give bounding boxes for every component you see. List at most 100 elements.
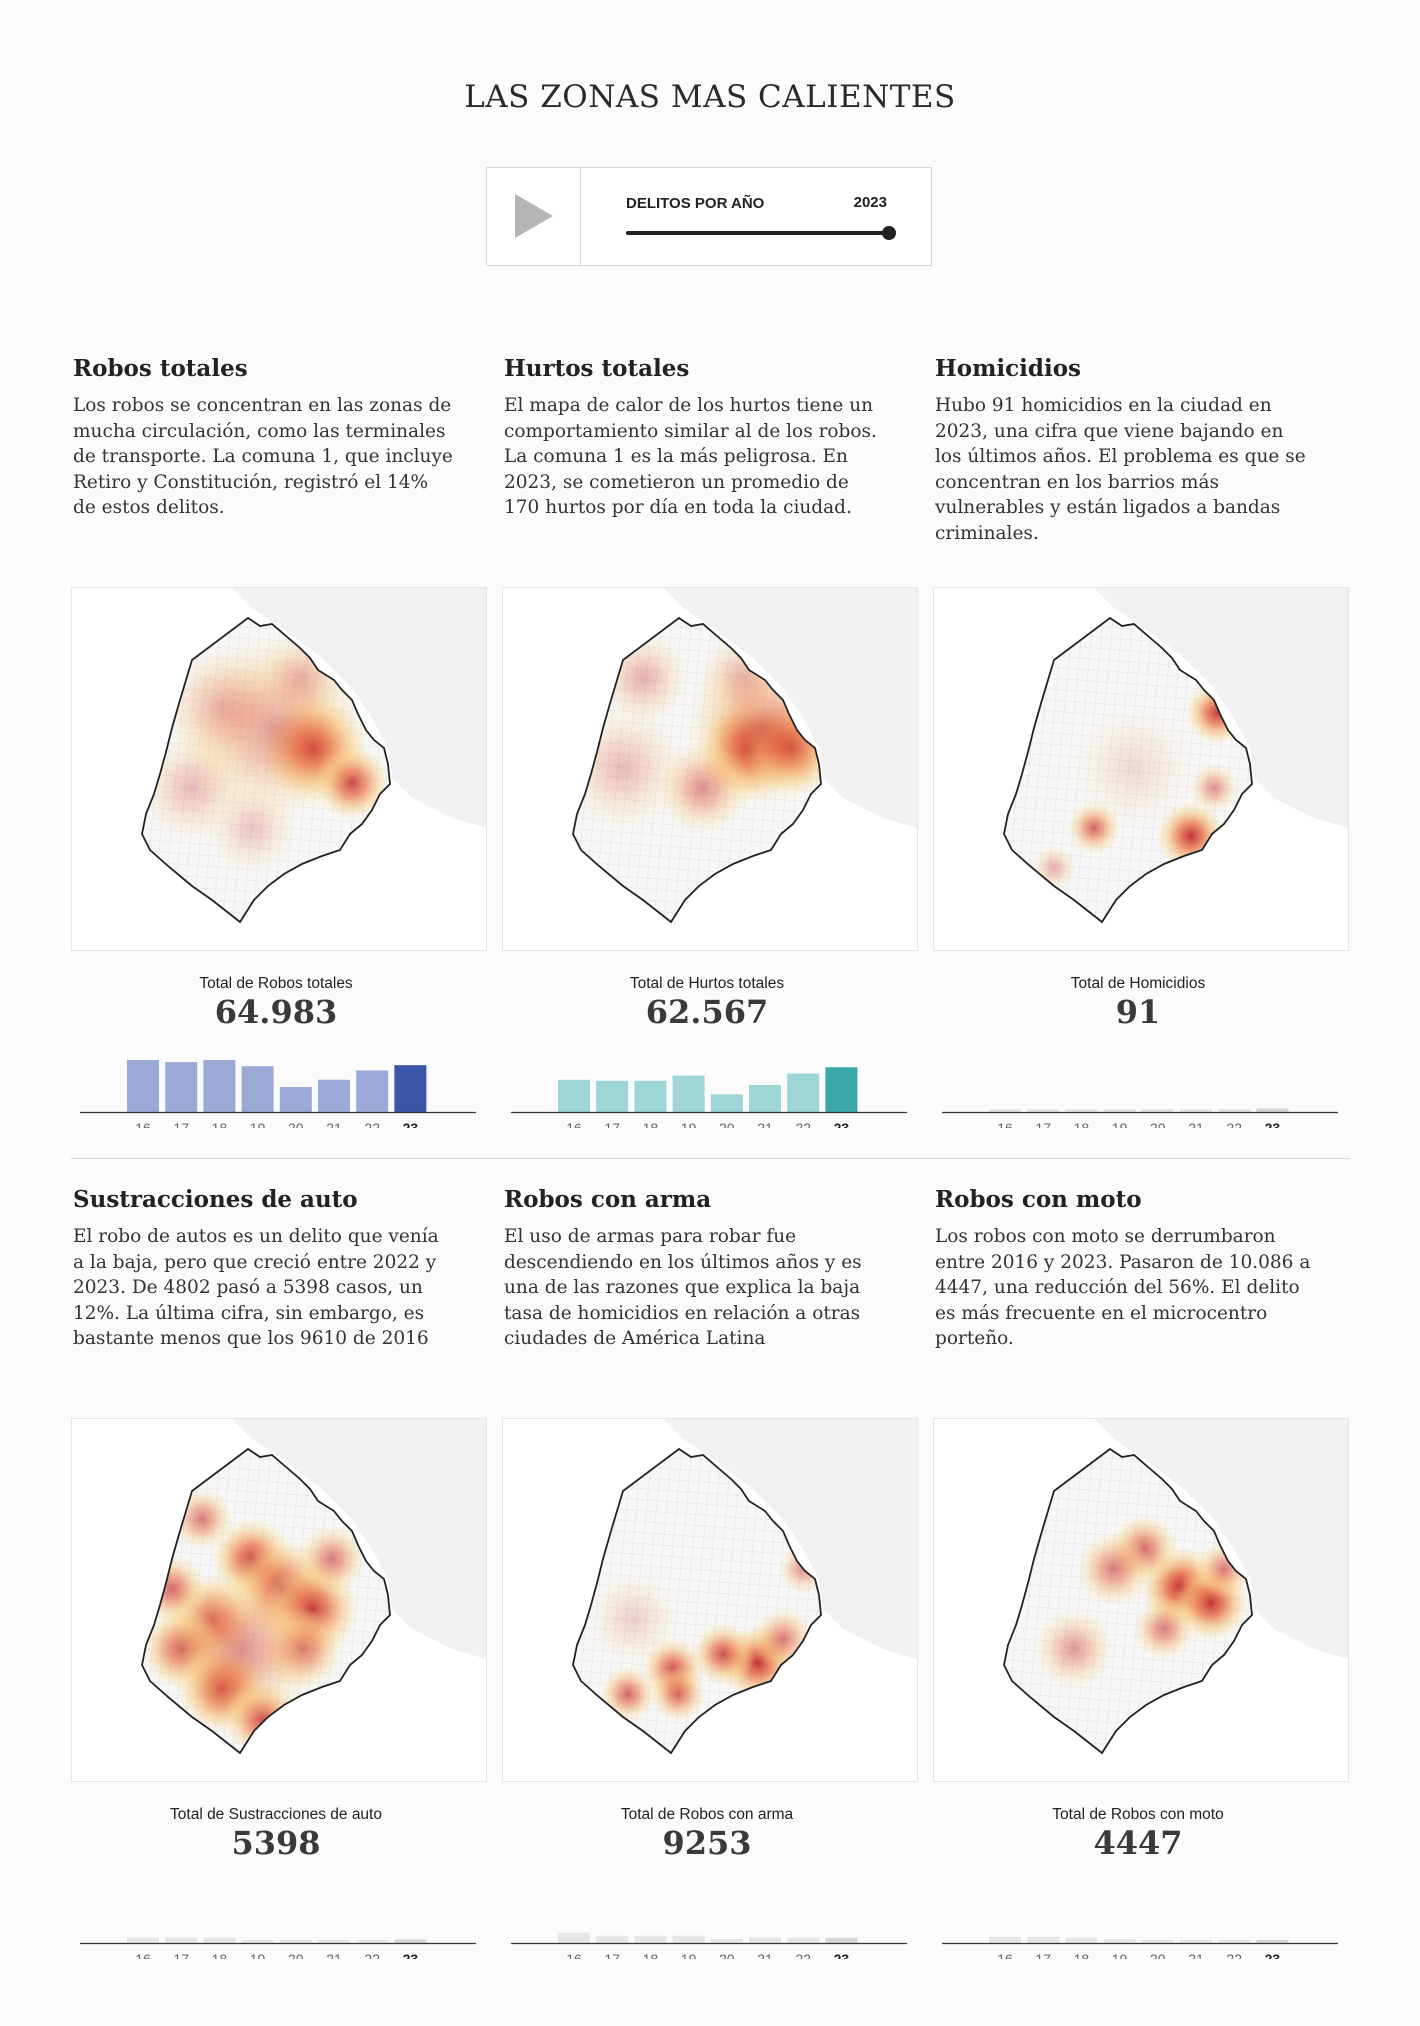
year-bar-19[interactable] <box>672 1075 705 1112</box>
year-bar-16[interactable] <box>127 1937 159 1943</box>
year-tick-label: 16 <box>566 1951 582 1959</box>
heatmap[interactable] <box>502 587 918 951</box>
year-tick-label: 18 <box>643 1120 659 1128</box>
year-tick-label: 17 <box>1035 1120 1051 1128</box>
year-bar-17[interactable] <box>165 1062 198 1112</box>
slider-year: 2023 <box>853 194 887 211</box>
year-bar-18[interactable] <box>203 1060 236 1112</box>
year-bar-22[interactable] <box>356 1070 389 1112</box>
year-bar-17[interactable] <box>1027 1109 1060 1112</box>
year-tick-label: 19 <box>250 1120 266 1128</box>
card-title: Robos con arma <box>504 1186 712 1213</box>
year-bar-22[interactable] <box>787 1073 820 1112</box>
year-bar-22[interactable] <box>787 1937 820 1943</box>
year-tick-label: 16 <box>135 1120 151 1128</box>
year-tick-label: 23 <box>834 1951 850 1959</box>
year-bar-23[interactable] <box>394 1065 427 1112</box>
heatmap[interactable] <box>71 1418 487 1782</box>
year-tick-label: 17 <box>173 1951 189 1959</box>
card-sustracciones-de-auto: Sustracciones de auto El robo de autos es… <box>73 1186 489 1352</box>
heatmap[interactable] <box>933 1418 1349 1782</box>
heatmap[interactable] <box>502 1418 918 1782</box>
yearly-bar-chart: 16 17 18 19 20 21 22 23 <box>511 1879 907 1959</box>
card-title: Homicidios <box>935 355 1081 382</box>
card-robos-con-arma: Robos con arma El uso de armas para robar… <box>504 1186 920 1352</box>
river-area <box>663 588 917 828</box>
card-robos-con-moto: Robos con moto Los robos con moto se derr… <box>935 1186 1351 1352</box>
year-slider-handle[interactable] <box>882 226 896 240</box>
year-bar-21[interactable] <box>749 1084 781 1112</box>
year-bar-20[interactable] <box>1141 1109 1174 1112</box>
year-bar-16[interactable] <box>989 1936 1021 1943</box>
year-bar-18[interactable] <box>1065 1109 1098 1112</box>
year-tick-label: 19 <box>250 1951 266 1959</box>
year-bar-20[interactable] <box>1141 1939 1174 1943</box>
total-label: Total de Sustracciones de auto <box>170 1806 382 1823</box>
year-bar-23[interactable] <box>825 1937 858 1943</box>
year-tick-label: 21 <box>326 1120 342 1128</box>
year-bar-21[interactable] <box>749 1937 781 1943</box>
year-bar-19[interactable] <box>241 1939 274 1943</box>
heatmap[interactable] <box>71 587 487 951</box>
year-player: DELITOS POR AÑO 2023 <box>486 167 932 266</box>
year-bar-18[interactable] <box>1065 1937 1098 1943</box>
year-bar-21[interactable] <box>1180 1109 1212 1112</box>
total-label: Total de Homicidios <box>1070 975 1206 992</box>
year-bar-21[interactable] <box>318 1939 350 1943</box>
city-map <box>572 1419 917 1755</box>
year-bar-18[interactable] <box>634 1080 667 1112</box>
year-bar-17[interactable] <box>596 1080 629 1112</box>
year-bar-20[interactable] <box>279 1939 312 1943</box>
card-description: Hubo 91 homicidios en la ciudad en 2023,… <box>935 395 1306 544</box>
river-area <box>232 588 486 828</box>
year-bar-18[interactable] <box>634 1935 667 1943</box>
year-bar-23[interactable] <box>1256 1939 1289 1943</box>
year-bar-19[interactable] <box>1103 1109 1136 1112</box>
city-boundary <box>572 1447 822 1755</box>
river-area <box>232 1419 486 1659</box>
year-bar-20[interactable] <box>710 1094 743 1112</box>
year-bar-23[interactable] <box>825 1067 858 1112</box>
total-label: Total de Robos con arma <box>620 1806 794 1823</box>
year-bar-23[interactable] <box>394 1939 427 1943</box>
year-bar-22[interactable] <box>356 1939 389 1943</box>
year-bar-22[interactable] <box>1218 1939 1251 1943</box>
card-robos-totales: Robos totales Los robos se concentran en … <box>73 355 489 521</box>
year-bar-17[interactable] <box>596 1935 629 1943</box>
card-title: Sustracciones de auto <box>73 1186 358 1213</box>
year-tick-label: 21 <box>326 1951 342 1959</box>
heatmap[interactable] <box>933 587 1349 951</box>
year-bar-16[interactable] <box>558 1079 590 1112</box>
year-tick-label: 18 <box>643 1951 659 1959</box>
year-bar-21[interactable] <box>318 1079 350 1112</box>
play-button[interactable] <box>487 168 581 265</box>
year-tick-label: 18 <box>212 1951 228 1959</box>
year-bar-18[interactable] <box>203 1937 236 1943</box>
year-bar-19[interactable] <box>1103 1938 1136 1943</box>
year-bar-17[interactable] <box>1027 1936 1060 1943</box>
year-bar-21[interactable] <box>1180 1939 1212 1943</box>
year-tick-label: 22 <box>1226 1120 1242 1128</box>
year-tick-label: 23 <box>403 1120 419 1128</box>
page-title: LAS ZONAS MAS CALIENTES <box>464 78 956 115</box>
card-description: El uso de armas para robar fue descendie… <box>504 1226 862 1350</box>
card-description: El robo de autos es un delito que venía … <box>73 1226 439 1350</box>
year-bar-22[interactable] <box>1218 1109 1251 1112</box>
year-tick-label: 23 <box>1265 1120 1281 1128</box>
year-bar-16[interactable] <box>558 1932 590 1943</box>
play-icon <box>515 194 553 238</box>
year-bar-23[interactable] <box>1256 1108 1289 1112</box>
year-tick-label: 17 <box>604 1120 620 1128</box>
year-slider-track[interactable] <box>626 231 891 235</box>
year-bar-19[interactable] <box>241 1066 274 1112</box>
card-hurtos-totales: Hurtos totales El mapa de calor de los hu… <box>504 355 920 521</box>
year-bar-16[interactable] <box>127 1060 159 1112</box>
year-tick-label: 17 <box>173 1120 189 1128</box>
year-tick-label: 16 <box>566 1120 582 1128</box>
year-bar-16[interactable] <box>989 1109 1021 1112</box>
year-bar-20[interactable] <box>279 1087 312 1112</box>
year-bar-17[interactable] <box>165 1937 198 1943</box>
year-bar-19[interactable] <box>672 1935 705 1943</box>
card-homicidios: Homicidios Hubo 91 homicidios en la ciuda… <box>935 355 1351 547</box>
year-bar-20[interactable] <box>710 1938 743 1943</box>
